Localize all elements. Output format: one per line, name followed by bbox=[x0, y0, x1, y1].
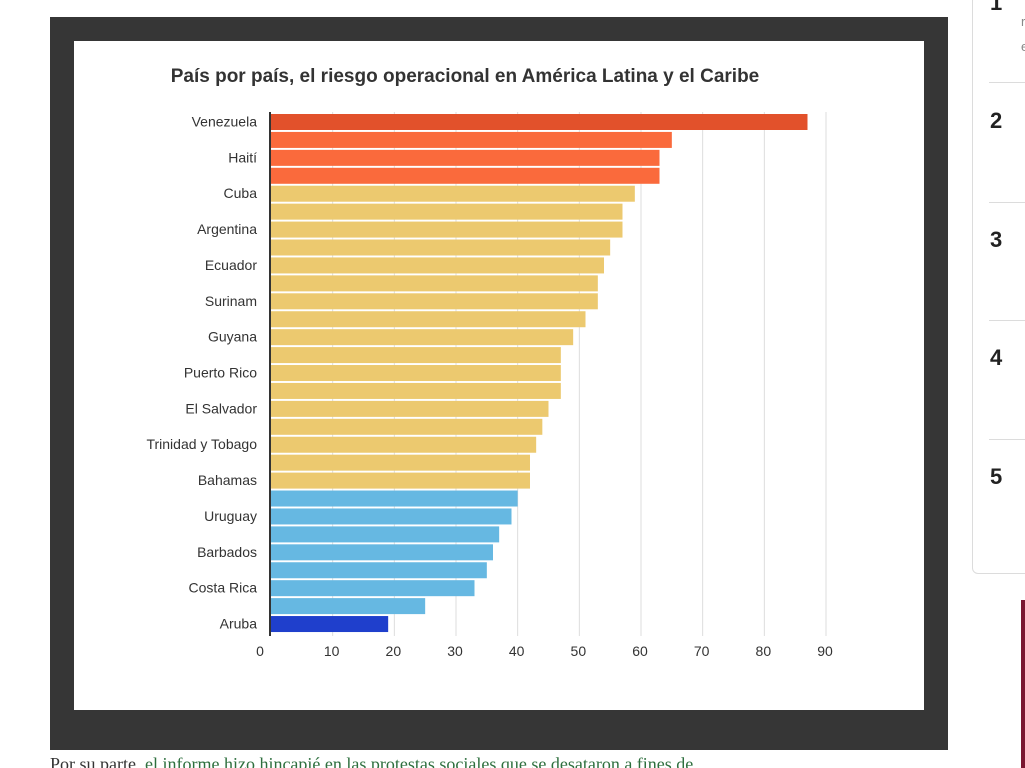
bar[interactable] bbox=[271, 526, 500, 543]
bar[interactable] bbox=[271, 508, 512, 525]
bar[interactable] bbox=[271, 347, 561, 364]
bar[interactable] bbox=[271, 149, 660, 166]
bar[interactable] bbox=[271, 131, 672, 148]
bar[interactable] bbox=[271, 490, 518, 507]
category-label: Guyana bbox=[208, 329, 257, 345]
bar[interactable] bbox=[271, 293, 598, 310]
category-label: Surinam bbox=[205, 293, 257, 309]
x-tick-label: 0 bbox=[256, 643, 264, 659]
bar[interactable] bbox=[271, 185, 635, 202]
bar-chart: País por país, el riesgo operacional en … bbox=[146, 66, 833, 659]
ranking-number: 4 bbox=[990, 345, 1003, 370]
article-paragraph: Por su parte, el informe hizo hincapié e… bbox=[50, 752, 950, 768]
bar[interactable] bbox=[271, 114, 808, 130]
category-label: Costa Rica bbox=[189, 580, 258, 596]
bar[interactable] bbox=[271, 311, 586, 328]
x-tick-label: 50 bbox=[571, 643, 587, 659]
x-tick-label: 20 bbox=[386, 643, 402, 659]
side-accent-bar bbox=[1021, 600, 1025, 768]
ranking-divider bbox=[989, 320, 1025, 321]
category-label: El Salvador bbox=[185, 400, 257, 416]
category-label: Trinidad y Tobago bbox=[146, 436, 257, 452]
ranking-divider bbox=[989, 202, 1025, 203]
chart-title: País por país, el riesgo operacional en … bbox=[171, 66, 760, 87]
bar[interactable] bbox=[271, 257, 604, 274]
ranking-divider bbox=[989, 439, 1025, 440]
category-label: Puerto Rico bbox=[184, 365, 257, 381]
x-tick-label: 80 bbox=[756, 643, 772, 659]
bar[interactable] bbox=[271, 580, 475, 597]
bars bbox=[271, 114, 808, 633]
bar[interactable] bbox=[271, 472, 530, 489]
ranking-number: 5 bbox=[990, 464, 1003, 489]
x-tick-label: 70 bbox=[694, 643, 710, 659]
bar[interactable] bbox=[271, 598, 426, 615]
chart-embed-frame: País por país, el riesgo operacional en … bbox=[50, 17, 948, 750]
bar[interactable] bbox=[271, 167, 660, 184]
bar[interactable] bbox=[271, 418, 543, 435]
category-label: Cuba bbox=[224, 185, 258, 201]
category-label: Aruba bbox=[220, 616, 258, 632]
x-tick-label: 10 bbox=[324, 643, 340, 659]
category-label: Venezuela bbox=[192, 114, 258, 130]
bar[interactable] bbox=[271, 239, 611, 256]
ranking-number: 2 bbox=[990, 108, 1003, 133]
bar[interactable] bbox=[271, 454, 530, 471]
bar[interactable] bbox=[271, 275, 598, 292]
bar[interactable] bbox=[271, 436, 537, 453]
category-label: Barbados bbox=[197, 544, 257, 560]
ranking-text: e bbox=[1021, 39, 1025, 54]
category-label: Bahamas bbox=[198, 472, 257, 488]
category-labels: Venezuela Haití Cuba Argentina Ecuador Surina… bbox=[146, 114, 257, 632]
article-text: Por su parte, bbox=[50, 754, 145, 768]
x-tick-label: 30 bbox=[447, 643, 463, 659]
bar[interactable] bbox=[271, 616, 389, 633]
bar[interactable] bbox=[271, 329, 574, 346]
bar[interactable] bbox=[271, 562, 487, 579]
ranking-divider bbox=[989, 82, 1025, 83]
ranking-number: 1 bbox=[990, 0, 1003, 15]
category-label: Haití bbox=[228, 149, 257, 165]
bar[interactable] bbox=[271, 382, 561, 399]
chart-card: País por país, el riesgo operacional en … bbox=[74, 41, 924, 710]
bar[interactable] bbox=[271, 365, 561, 382]
category-label: Ecuador bbox=[205, 257, 257, 273]
ranking-text: r bbox=[1021, 14, 1025, 29]
bar[interactable] bbox=[271, 400, 549, 417]
bar[interactable] bbox=[271, 221, 623, 238]
category-label: Uruguay bbox=[204, 508, 257, 524]
x-tick-label: 90 bbox=[817, 643, 833, 659]
bar[interactable] bbox=[271, 544, 493, 561]
ranking-number: 3 bbox=[990, 227, 1003, 252]
x-tick-label: 40 bbox=[509, 643, 525, 659]
article-link[interactable]: el informe hizo hincapié en las protesta… bbox=[144, 754, 694, 768]
x-tick-label: 60 bbox=[632, 643, 648, 659]
x-axis-ticks: 0 10 20 30 40 50 60 70 80 90 bbox=[256, 643, 833, 659]
bar[interactable] bbox=[271, 203, 623, 220]
category-label: Argentina bbox=[197, 221, 257, 237]
